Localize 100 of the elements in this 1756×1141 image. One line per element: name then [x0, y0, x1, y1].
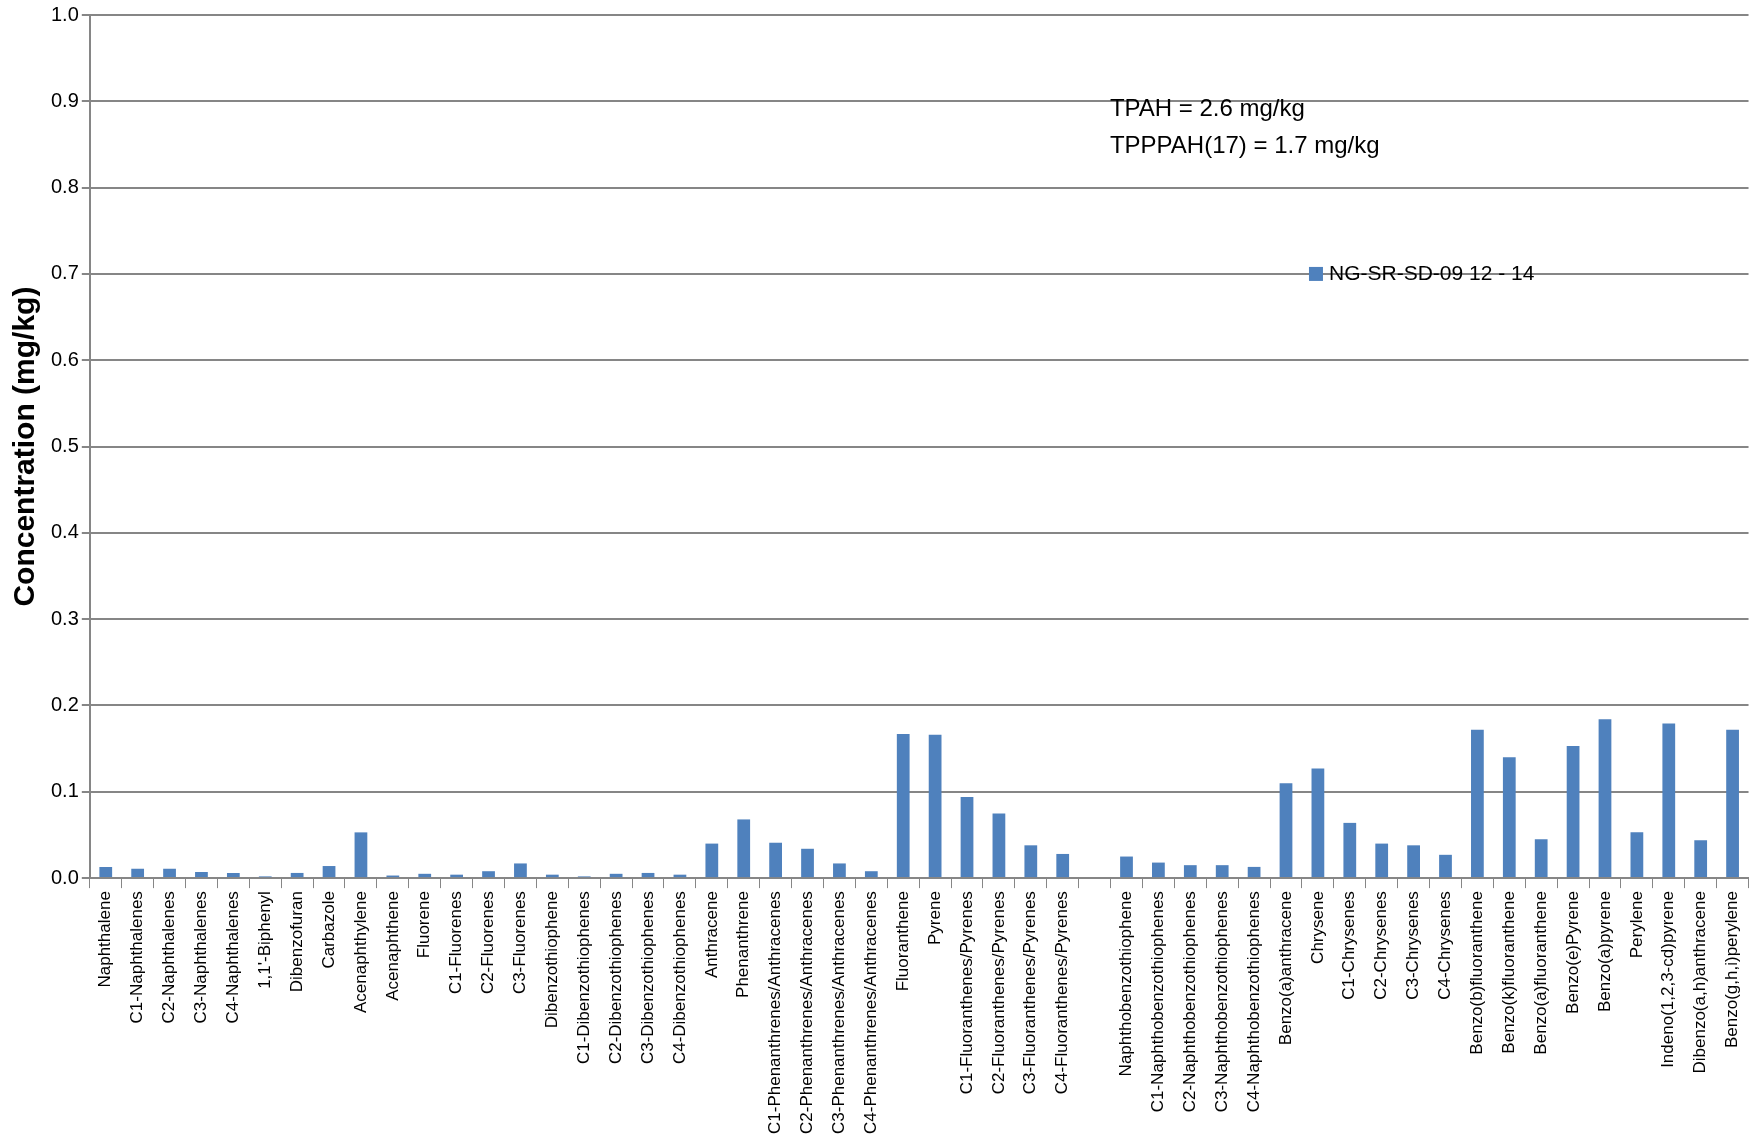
x-tick-label: C1-Phenanthrenes/Anthracenes	[765, 891, 785, 1135]
bar	[226, 872, 240, 878]
x-tick-label: C4-Phenanthrenes/Anthracenes	[861, 891, 881, 1135]
bar	[769, 842, 782, 878]
y-axis-title: Concentration (mg/kg)	[7, 286, 41, 607]
bar	[801, 848, 814, 878]
y-tick-label: 0.9	[50, 88, 79, 111]
x-tick-label: C3-Phenanthrenes/Anthracenes	[829, 891, 849, 1135]
x-tick-label: C2-Dibenzothiophenes	[605, 891, 625, 1065]
x-tick-label: Pyrene	[924, 891, 944, 945]
x-tick-label: C3-Naphthobenzothiophenes	[1211, 891, 1231, 1113]
bar	[354, 832, 368, 878]
y-tick-label: 0.1	[50, 779, 79, 802]
x-tick-label: C4-Chrysenes	[1435, 891, 1455, 1000]
x-tick-label: C4-Naphthalenes	[223, 891, 243, 1024]
bar	[928, 734, 942, 878]
x-tick-label: Acenaphthylene	[350, 891, 370, 1014]
x-tick-label: Benzo(a)pyrene	[1594, 891, 1614, 1013]
bar	[1056, 853, 1070, 878]
bar	[163, 868, 176, 878]
bar	[960, 796, 974, 878]
bar	[1662, 723, 1676, 878]
y-tick-label: 1.0	[50, 2, 79, 25]
x-tick-label: Benzo(a)anthracene	[1275, 891, 1295, 1046]
x-tick-label: Naphthobenzothiophene	[1116, 891, 1136, 1077]
x-tick-label: Dibenzofuran	[286, 891, 306, 993]
legend-label: NG-SR-SD-09 12 - 14	[1328, 260, 1535, 284]
y-tick-label: 0.4	[50, 520, 79, 543]
x-tick-label: Benzo(k)fluoranthene	[1498, 891, 1518, 1054]
x-tick-label: C2-Fluorenes	[478, 891, 498, 995]
x-tick-label: C3-Chrysenes	[1403, 891, 1423, 1000]
x-tick-label: C2-Naphthalenes	[159, 891, 179, 1024]
bar	[482, 871, 495, 878]
x-tick-label: C3-Dibenzothiophenes	[637, 891, 657, 1065]
bar	[1024, 845, 1038, 878]
bar	[737, 819, 751, 878]
x-tick-label: Benzo(b)fluoranthene	[1467, 891, 1487, 1055]
x-tick-label: C3-Fluoranthenes/Pyrenes	[1020, 891, 1040, 1095]
annotation: TPAH = 2.6 mg/kg	[1109, 93, 1305, 121]
x-tick-label: Perylene	[1626, 891, 1646, 959]
bar	[99, 866, 113, 878]
bar	[609, 873, 623, 878]
bar	[131, 868, 145, 878]
bar	[1439, 854, 1452, 878]
bar	[1279, 783, 1293, 878]
bar	[1598, 719, 1612, 878]
bar	[896, 733, 910, 878]
bar	[1247, 866, 1261, 878]
x-tick-label: C2-Chrysenes	[1371, 891, 1391, 1000]
bar	[1630, 832, 1644, 878]
x-tick-label: Anthracene	[701, 891, 721, 979]
x-tick-label: C4-Dibenzothiophenes	[669, 891, 689, 1065]
x-tick-label: 1,1'-Biphenyl	[254, 891, 274, 989]
bar	[418, 873, 432, 878]
y-tick-label: 0.0	[50, 865, 79, 888]
y-tick-label: 0.2	[50, 693, 79, 716]
bar	[864, 871, 878, 878]
bar	[833, 863, 846, 878]
x-tick-label: C3-Fluorenes	[510, 891, 530, 995]
x-tick-label: Chrysene	[1307, 891, 1327, 964]
bar	[1343, 822, 1357, 878]
x-tick-label: Benzo(a)fluoranthene	[1530, 891, 1550, 1055]
x-tick-label: C4-Fluoranthenes/Pyrenes	[1052, 891, 1072, 1095]
x-tick-label: Fluoranthene	[892, 891, 912, 992]
bar	[992, 813, 1006, 878]
x-tick-label: C1-Naphthalenes	[127, 891, 147, 1024]
x-tick-label: Naphthalene	[95, 891, 115, 988]
y-tick-label: 0.3	[50, 606, 79, 629]
x-tick-label: C2-Naphthobenzothiophenes	[1179, 891, 1199, 1113]
bar	[1407, 845, 1420, 878]
bar	[290, 872, 304, 878]
bar	[1471, 729, 1484, 878]
y-tick-label: 0.8	[50, 175, 79, 198]
annotation: TPPPAH(17) = 1.7 mg/kg	[1109, 130, 1380, 158]
bar	[1502, 757, 1516, 878]
bar	[1183, 865, 1197, 878]
x-tick-label: C2-Fluoranthenes/Pyrenes	[988, 891, 1008, 1095]
x-tick-label: C1-Fluorenes	[446, 891, 466, 995]
x-tick-label: C2-Phenanthrenes/Anthracenes	[797, 891, 817, 1135]
x-tick-label: Benzo(e)Pyrene	[1562, 891, 1582, 1014]
x-tick-label: C3-Naphthalenes	[191, 891, 211, 1024]
bar	[1215, 865, 1229, 878]
x-tick-label: C1-Chrysenes	[1339, 891, 1359, 1000]
bar	[1311, 768, 1325, 878]
x-tick-label: Phenanthrene	[733, 891, 753, 998]
x-tick-label: Indeno(1,2,3-cd)pyrene	[1658, 891, 1678, 1068]
bar	[641, 872, 655, 878]
bar	[1726, 729, 1739, 878]
x-tick-label: C1-Naphthobenzothiophenes	[1148, 891, 1168, 1113]
bar	[1534, 839, 1548, 878]
bar	[1375, 843, 1389, 878]
x-tick-label: Fluorene	[414, 891, 434, 959]
bar	[1120, 856, 1133, 878]
x-tick-label: C4-Naphthobenzothiophenes	[1243, 891, 1263, 1113]
x-tick-label: Carbazole	[318, 891, 338, 969]
y-tick-label: 0.6	[50, 347, 79, 370]
bar	[705, 843, 719, 878]
bar	[514, 863, 527, 878]
x-tick-label: C1-Fluoranthenes/Pyrenes	[956, 891, 976, 1095]
x-tick-label: Acenaphthene	[382, 891, 402, 1001]
